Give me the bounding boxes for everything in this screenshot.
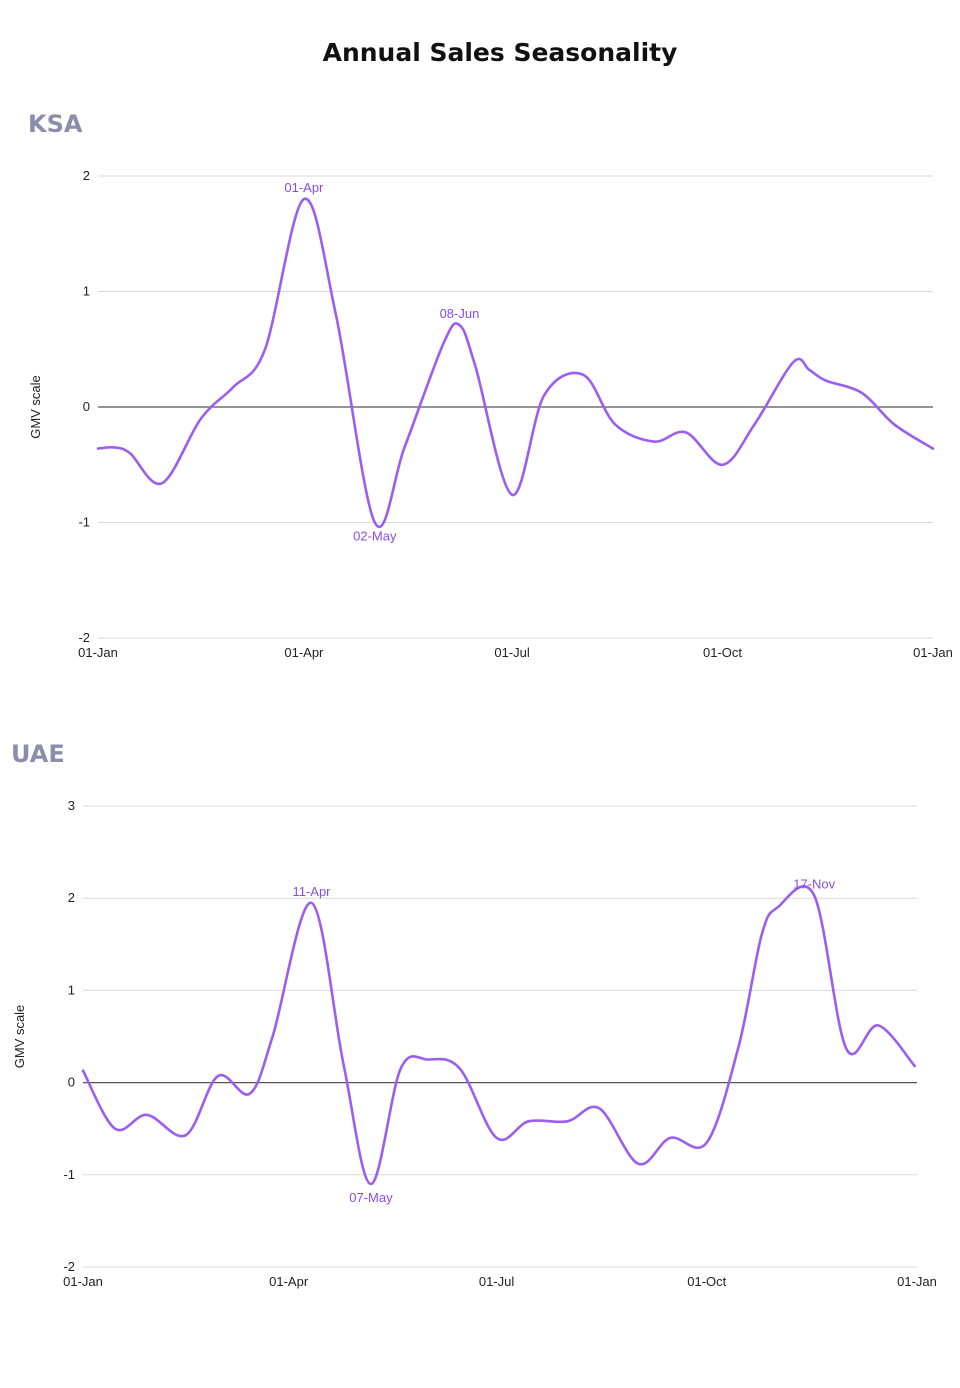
y-tick-label: -2 bbox=[78, 630, 90, 645]
peak-annotation: 07-May bbox=[349, 1190, 393, 1205]
peak-annotation: 02-May bbox=[353, 529, 397, 544]
x-tick-label: 01-Jan bbox=[897, 1274, 937, 1289]
chart-heading-uae: UAE bbox=[11, 740, 65, 768]
peak-annotation: 01-Apr bbox=[284, 180, 324, 195]
y-tick-label: -2 bbox=[63, 1259, 75, 1274]
y-tick-label: 3 bbox=[68, 798, 75, 813]
chart-heading-ksa: KSA bbox=[28, 110, 83, 138]
series-line bbox=[96, 197, 935, 528]
y-tick-label: -1 bbox=[78, 515, 90, 530]
y-tick-label: 2 bbox=[83, 168, 90, 183]
y-tick-label: 1 bbox=[83, 284, 90, 299]
y-tick-label: 2 bbox=[68, 890, 75, 905]
page-title: Annual Sales Seasonality bbox=[322, 38, 678, 67]
x-tick-label: 01-Oct bbox=[687, 1274, 726, 1289]
y-axis-label: GMV scale bbox=[28, 375, 43, 439]
y-tick-label: 1 bbox=[68, 982, 75, 997]
x-tick-label: 01-Jul bbox=[494, 645, 530, 660]
series-line bbox=[81, 885, 916, 1186]
x-tick-label: 01-Jan bbox=[78, 645, 118, 660]
x-tick-label: 01-Jul bbox=[479, 1274, 515, 1289]
peak-annotation: 08-Jun bbox=[440, 306, 480, 321]
x-tick-label: 01-Jan bbox=[913, 645, 953, 660]
ksa-line-chart: 210-1-201-Jan 01-Apr 01-Jul 01-Oct 01-JanGMV… bbox=[28, 168, 953, 660]
x-tick-label: 01-Apr bbox=[269, 1274, 309, 1289]
y-tick-label: 0 bbox=[83, 399, 90, 414]
peak-annotation: 17-Nov bbox=[793, 876, 835, 891]
peak-annotation: 11-Apr bbox=[292, 884, 331, 899]
y-tick-label: 0 bbox=[68, 1075, 75, 1090]
x-tick-label: 01-Jan bbox=[63, 1274, 103, 1289]
y-tick-label: -1 bbox=[63, 1167, 75, 1182]
x-tick-label: 01-Apr bbox=[284, 645, 324, 660]
y-axis-label: GMV scale bbox=[12, 1005, 27, 1069]
x-tick-label: 01-Oct bbox=[703, 645, 742, 660]
